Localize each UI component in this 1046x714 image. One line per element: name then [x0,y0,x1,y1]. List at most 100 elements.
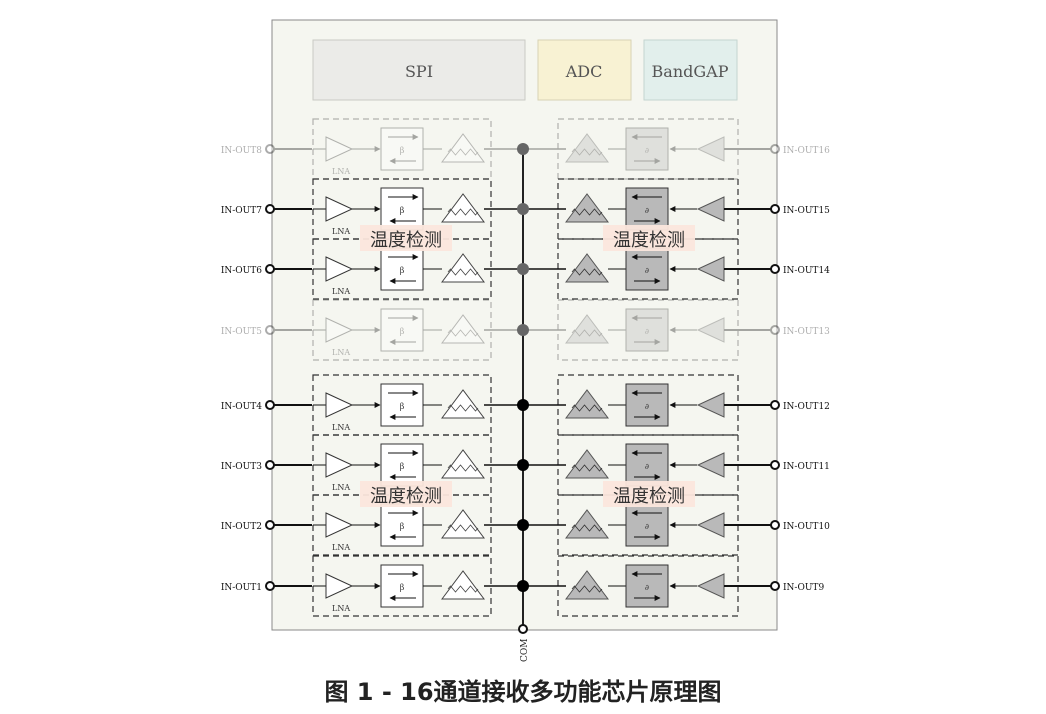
com-label: COM [520,639,530,662]
channel-row: IN-OUT4 LNA β ∂ IN-OUT12 [221,374,830,436]
attenuator-resistor [571,524,603,532]
adc-block: ADC [537,39,632,101]
beta-symbol: β [400,462,405,471]
channel-row: IN-OUT2 LNA β ∂ IN-OUT10 [221,494,830,556]
attenuator-triangle [565,389,609,419]
lna-amplifier [325,317,354,343]
bus-node [517,203,529,215]
attenuator-resistor [447,148,479,156]
attenuator-resistor [571,404,603,412]
attenuator-triangle [441,253,485,283]
right-port-label: IN-OUT9 [783,583,824,593]
bus-node [517,399,529,411]
channel-row: IN-OUT7 LNA β ∂ IN-OUT15 [221,178,830,240]
lna-label: LNA [332,543,350,552]
right-port-terminal [770,325,780,335]
right-port-terminal [770,144,780,154]
temp-sensor-right-lower: 温度检测 [603,481,695,507]
lna-label: LNA [332,604,350,613]
left-port-terminal [265,520,275,530]
attenuator-triangle [565,314,609,344]
temp-label: 温度检测 [370,230,442,251]
lna-label: LNA [332,348,350,357]
attenuator-resistor [447,268,479,276]
left-port-terminal [265,400,275,410]
right-port-terminal [770,581,780,591]
right-port-label: IN-OUT11 [783,462,830,472]
alpha-symbol: ∂ [645,327,649,336]
attenuator-triangle [565,133,609,163]
alpha-symbol: ∂ [645,402,649,411]
left-port-terminal [265,460,275,470]
bus-node [517,324,529,336]
lna-label: LNA [332,483,350,492]
attenuator-triangle [441,389,485,419]
bus-node [517,459,529,471]
bus-node [517,580,529,592]
left-port-label: IN-OUT3 [221,462,262,472]
bandgap-label: BandGAP [652,62,729,81]
temp-label: 温度检测 [613,486,685,507]
beta-symbol: β [400,583,405,592]
beta-symbol: β [400,402,405,411]
lna-label: LNA [332,167,350,176]
spi-label: SPI [405,62,433,81]
bus-node [517,263,529,275]
lna-label: LNA [332,287,350,296]
right-port-label: IN-OUT10 [783,522,830,532]
right-port-terminal [770,460,780,470]
lna-label: LNA [332,423,350,432]
left-port-terminal [265,581,275,591]
right-port-label: IN-OUT16 [783,146,830,156]
attenuator-triangle [441,314,485,344]
alpha-symbol: ∂ [645,266,649,275]
channel-row: IN-OUT1 LNA β ∂ IN-OUT9 [221,555,824,617]
right-port-label: IN-OUT15 [783,206,830,216]
attenuator-triangle [441,133,485,163]
attenuator-resistor [447,329,479,337]
left-port-label: IN-OUT7 [221,206,262,216]
bus-node [517,519,529,531]
left-port-label: IN-OUT8 [221,146,262,156]
temp-label: 温度检测 [370,486,442,507]
attenuator-triangle [565,570,609,600]
bus-node [517,143,529,155]
beta-symbol: β [400,522,405,531]
left-port-terminal [265,204,275,214]
attenuator-resistor [571,464,603,472]
attenuator-resistor [571,329,603,337]
attenuator-triangle [565,509,609,539]
right-port-label: IN-OUT12 [783,402,830,412]
lna-label: LNA [332,227,350,236]
lna-amplifier [325,392,354,418]
beta-symbol: β [400,327,405,336]
attenuator-triangle [441,449,485,479]
left-port-terminal [265,144,275,154]
lna-amplifier [325,256,354,282]
right-port-terminal [770,264,780,274]
alpha-symbol: ∂ [645,206,649,215]
temp-sensor-left-lower: 温度检测 [360,481,452,507]
channel-row: IN-OUT6 LNA β ∂ IN-OUT14 [221,238,830,300]
attenuator-triangle [565,449,609,479]
left-channel-frame [312,118,492,180]
lna-amplifier [696,317,725,343]
left-port-label: IN-OUT5 [221,327,262,337]
right-channel-frame [557,299,739,361]
attenuator-triangle [565,253,609,283]
beta-symbol: β [400,146,405,155]
right-port-terminal [770,520,780,530]
adc-label: ADC [565,62,603,81]
alpha-symbol: ∂ [645,462,649,471]
bandgap-block: BandGAP [643,39,738,101]
channel-row: IN-OUT3 LNA β ∂ IN-OUT11 [221,434,830,496]
attenuator-resistor [447,585,479,593]
temp-sensor-left-upper: 温度检测 [360,225,452,251]
figure-caption: 图 1 - 16通道接收多功能芯片原理图 [324,678,722,706]
temp-sensor-right-upper: 温度检测 [603,225,695,251]
alpha-symbol: ∂ [645,522,649,531]
right-port-label: IN-OUT14 [783,266,830,276]
right-port-terminal [770,204,780,214]
attenuator-triangle [441,509,485,539]
